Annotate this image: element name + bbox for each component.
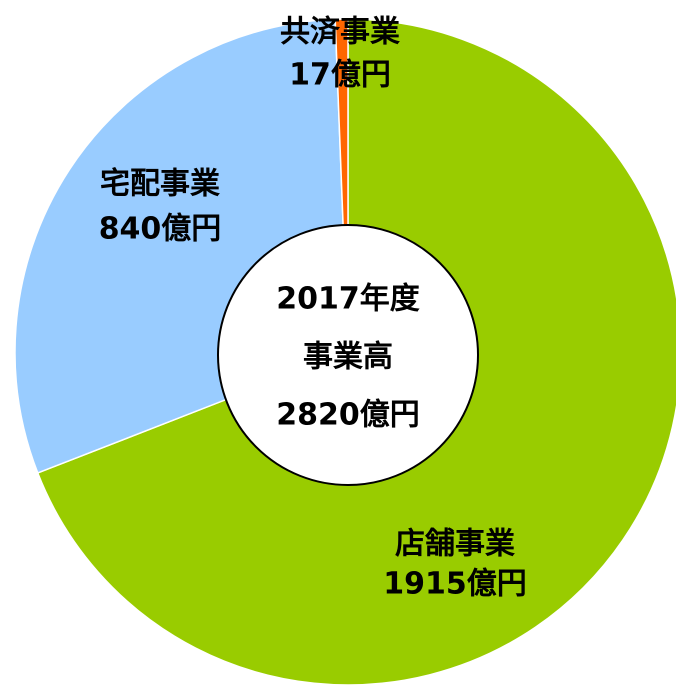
- value-label: 840億円: [99, 212, 222, 247]
- slice-label: 店舗事業: [395, 527, 515, 562]
- center-label: 事業高: [303, 340, 393, 375]
- slice-label: 共済事業: [280, 15, 400, 50]
- center-label: 2017年度: [276, 282, 420, 317]
- slice-label: 宅配事業: [100, 167, 220, 202]
- value-label: 1915億円: [383, 567, 527, 602]
- value-label: 17億円: [289, 58, 391, 93]
- center-label: 2820億円: [276, 398, 420, 433]
- center-circle: [217, 224, 479, 486]
